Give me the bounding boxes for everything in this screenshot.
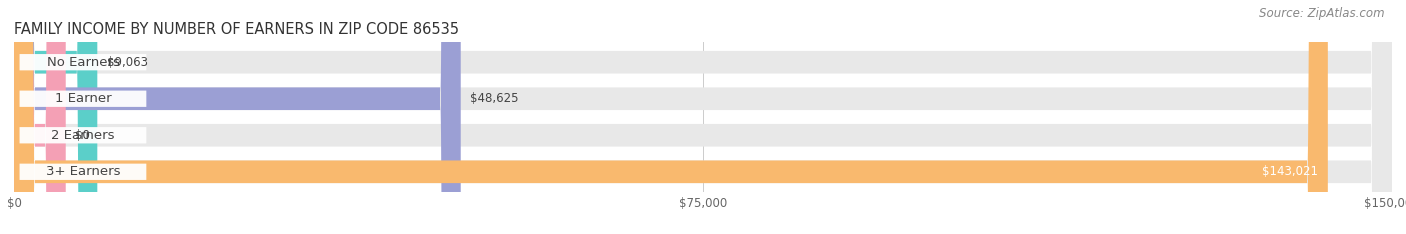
FancyBboxPatch shape: [20, 127, 146, 143]
Text: $143,021: $143,021: [1263, 165, 1319, 178]
Text: 1 Earner: 1 Earner: [55, 92, 111, 105]
FancyBboxPatch shape: [14, 0, 1392, 234]
FancyBboxPatch shape: [14, 0, 66, 234]
Text: $9,063: $9,063: [107, 56, 148, 69]
FancyBboxPatch shape: [14, 0, 1392, 234]
Text: $0: $0: [76, 129, 90, 142]
FancyBboxPatch shape: [20, 164, 146, 180]
FancyBboxPatch shape: [20, 54, 146, 70]
Text: 3+ Earners: 3+ Earners: [46, 165, 120, 178]
FancyBboxPatch shape: [14, 0, 1392, 234]
FancyBboxPatch shape: [14, 0, 1392, 234]
Text: 2 Earners: 2 Earners: [51, 129, 115, 142]
Text: $48,625: $48,625: [471, 92, 519, 105]
Text: Source: ZipAtlas.com: Source: ZipAtlas.com: [1260, 7, 1385, 20]
FancyBboxPatch shape: [14, 0, 1327, 234]
FancyBboxPatch shape: [14, 0, 97, 234]
Text: FAMILY INCOME BY NUMBER OF EARNERS IN ZIP CODE 86535: FAMILY INCOME BY NUMBER OF EARNERS IN ZI…: [14, 22, 460, 37]
FancyBboxPatch shape: [14, 0, 461, 234]
Text: No Earners: No Earners: [46, 56, 120, 69]
FancyBboxPatch shape: [20, 91, 146, 107]
